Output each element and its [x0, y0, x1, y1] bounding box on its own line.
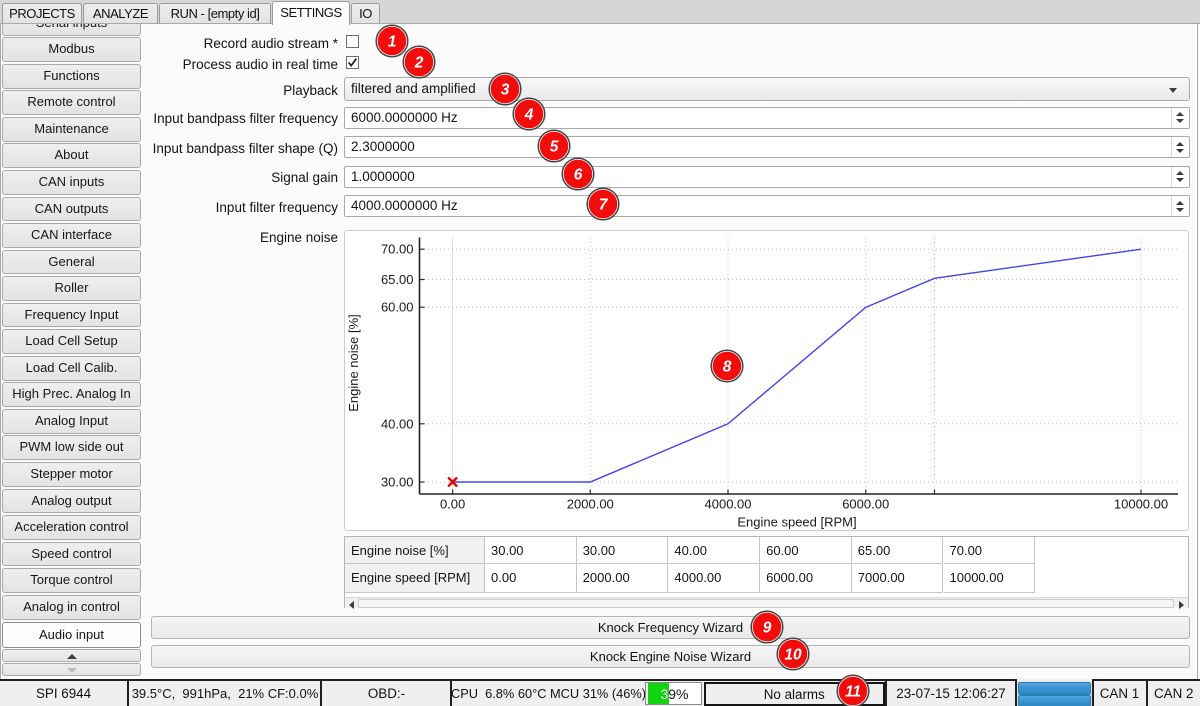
svg-text:40.00: 40.00 — [381, 416, 414, 431]
svg-text:60.00: 60.00 — [381, 300, 414, 315]
svg-text:10: 10 — [784, 646, 802, 663]
svg-text:7: 7 — [598, 197, 608, 214]
svg-text:1: 1 — [388, 33, 397, 50]
svg-text:Engine noise [%]: Engine noise [%] — [346, 314, 361, 412]
svg-text:2: 2 — [414, 55, 424, 72]
svg-text:65.00: 65.00 — [381, 272, 414, 287]
svg-text:6: 6 — [574, 167, 583, 184]
svg-text:70.00: 70.00 — [381, 242, 414, 257]
svg-text:11: 11 — [845, 683, 861, 700]
svg-text:2000.00: 2000.00 — [567, 497, 614, 512]
svg-text:Engine speed [RPM]: Engine speed [RPM] — [737, 515, 856, 530]
svg-text:30.00: 30.00 — [381, 475, 414, 490]
svg-text:3: 3 — [500, 82, 509, 99]
svg-text:6000.00: 6000.00 — [842, 497, 889, 512]
svg-text:4: 4 — [524, 107, 534, 124]
svg-text:10000.00: 10000.00 — [1114, 497, 1168, 512]
svg-text:9: 9 — [763, 619, 772, 636]
svg-text:4000.00: 4000.00 — [705, 497, 752, 512]
svg-text:5: 5 — [549, 139, 558, 156]
svg-text:0.00: 0.00 — [440, 497, 465, 512]
svg-text:8: 8 — [723, 358, 732, 375]
